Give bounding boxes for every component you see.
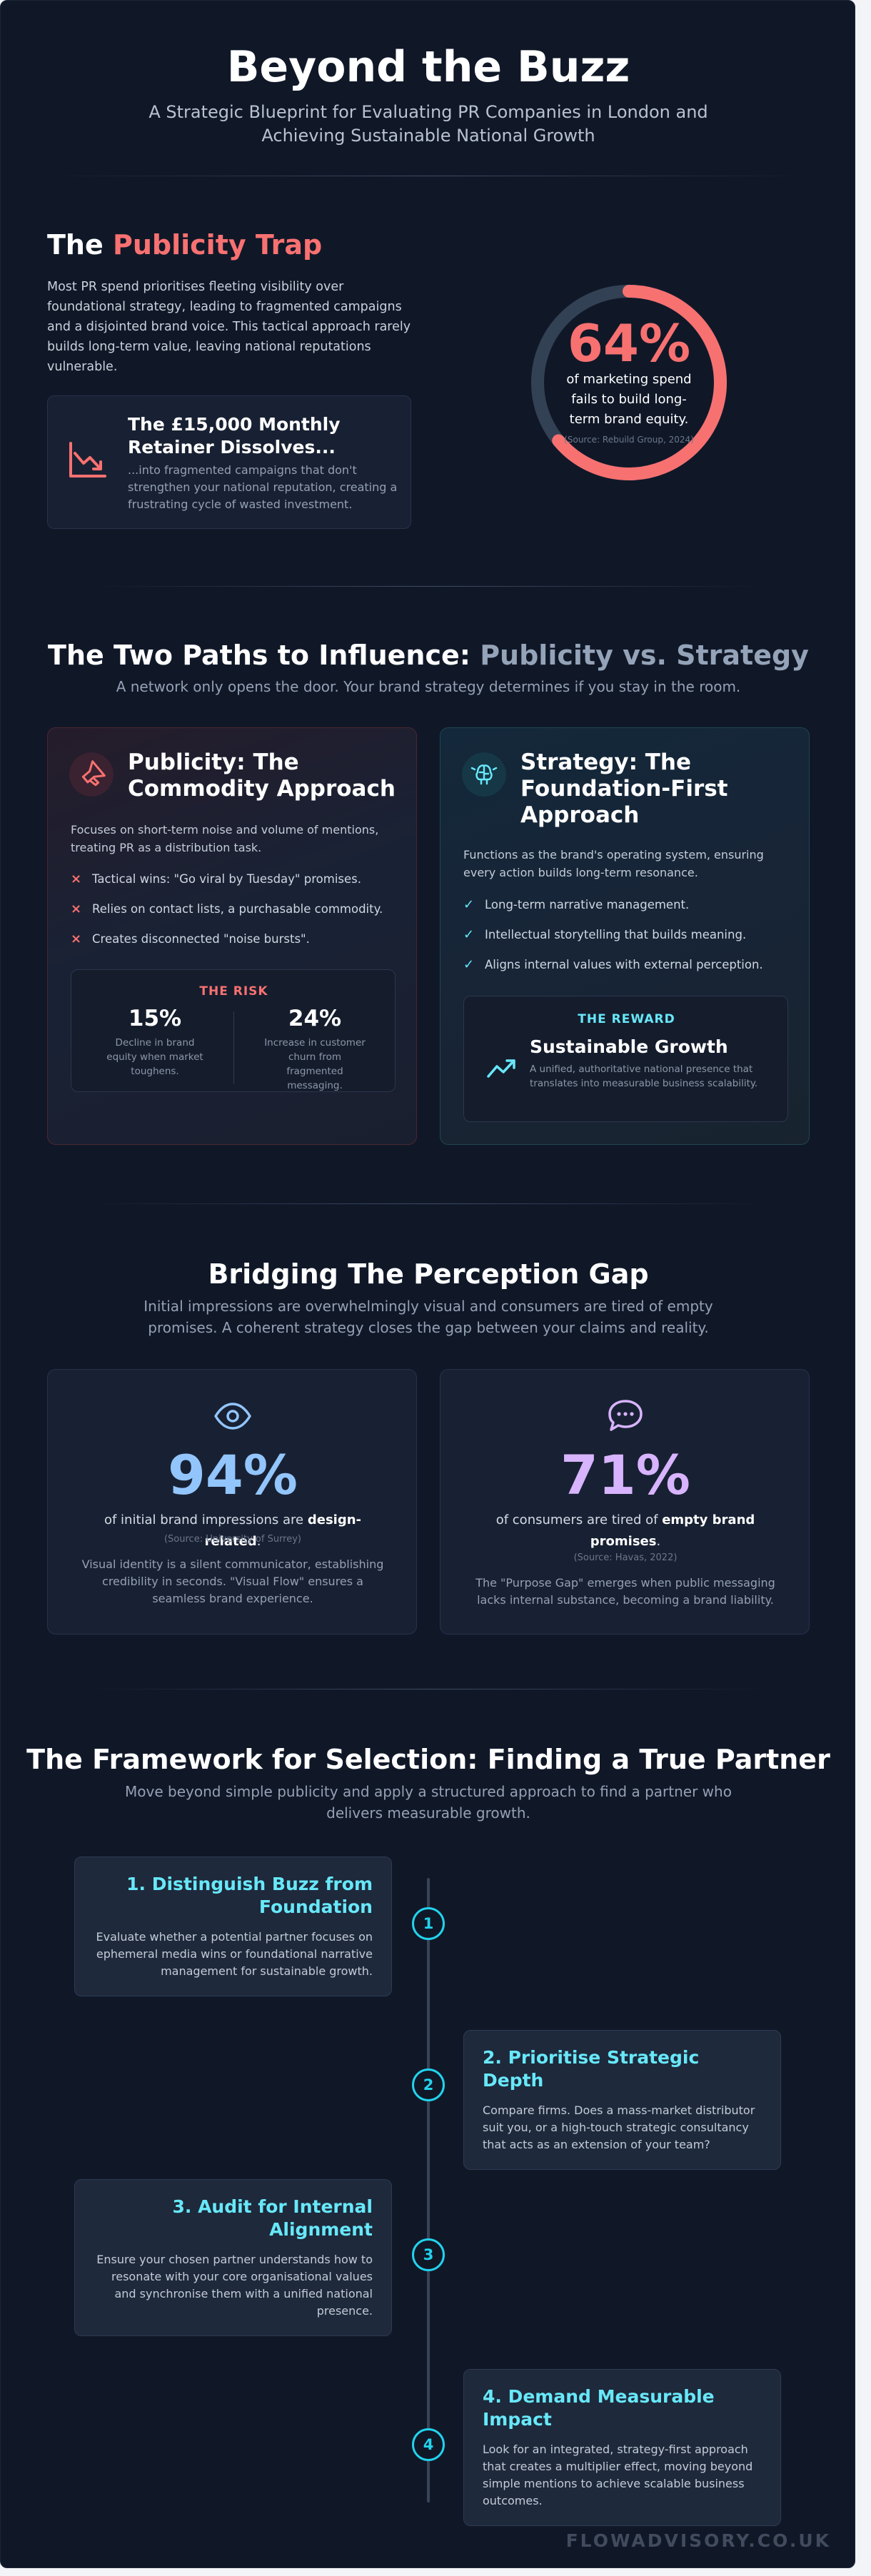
title-accent: Publicity vs. Strategy [480, 640, 809, 671]
risk-stat: 24% Increase in customer churn from frag… [240, 1006, 390, 1093]
risk-stat-caption: Increase in customer churn from fragment… [264, 1037, 366, 1091]
brain-icon [462, 752, 506, 797]
publicity-trap-body: Most PR spend prioritises fleeting visib… [47, 280, 411, 374]
strategy-card: Strategy: The Foundation-First Approach … [440, 727, 810, 1145]
framework-title: The Framework for Selection: Finding a T… [26, 1744, 830, 1775]
step-number-badge: 4 [412, 2428, 445, 2461]
retainer-desc: ...into fragmented campaigns that don't … [128, 463, 398, 511]
stat-note: The "Purpose Gap" emerges when public me… [475, 1576, 775, 1607]
title-prefix: The Two Paths to Influence: [48, 640, 470, 671]
perception-gap-subtitle: Initial impressions are overwhelmingly v… [144, 1298, 713, 1336]
risk-box: THE RISK 15% Decline in brand equity whe… [71, 969, 396, 1092]
risk-stat-caption: Decline in brand equity when market toug… [106, 1037, 203, 1077]
reward-title: Sustainable Growth [530, 1036, 728, 1057]
cross-icon: × [71, 872, 82, 887]
publicity-desc: Focuses on short-term noise and volume o… [71, 823, 379, 854]
check-icon: ✓ [463, 927, 475, 942]
cross-icon: × [71, 931, 82, 946]
page-title: Beyond the Buzz [226, 42, 630, 92]
list-item: × Relies on contact lists, a purchasable … [71, 901, 383, 916]
step-number-badge: 3 [412, 2238, 445, 2271]
framework-step: 3. Audit for Internal Alignment Ensure y… [74, 2179, 392, 2336]
cross-icon: × [71, 901, 82, 916]
timeline-line [427, 1878, 430, 2502]
donut-caption: of marketing spend fails to build long-t… [566, 372, 692, 427]
framework-step: 1. Distinguish Buzz from Foundation Eval… [74, 1857, 392, 1996]
page-subtitle: A Strategic Blueprint for Evaluating PR … [148, 102, 708, 146]
publicity-title: Publicity: The Commodity Approach [128, 749, 396, 802]
risk-stat-value: 24% [288, 1006, 342, 1031]
framework-subtitle: Move beyond simple publicity and apply a… [125, 1783, 732, 1822]
eye-icon [214, 1403, 251, 1430]
infographic-page: Beyond the Buzz A Strategic Blueprint fo… [0, 0, 855, 2568]
reward-desc: A unified, authoritative national presen… [530, 1064, 758, 1089]
perception-gap-title: Bridging The Perception Gap [208, 1258, 649, 1290]
stat-value: 94% [168, 1443, 298, 1507]
stat-line: of consumers are tired of empty brand pr… [495, 1512, 755, 1549]
section-divider [90, 586, 767, 587]
list-item: ✓ Aligns internal values with external pe… [463, 957, 763, 972]
retainer-title: The £15,000 Monthly Retainer Dissolves..… [128, 414, 341, 458]
risk-divider [233, 1011, 234, 1084]
step-title: 3. Audit for Internal Alignment [172, 2196, 373, 2240]
stat-source: (Source: Havas, 2022) [573, 1552, 678, 1563]
step-desc: Ensure your chosen partner understands h… [96, 2253, 373, 2318]
list-item: ✓ Long-term narrative management. [463, 897, 690, 912]
list-item: × Tactical wins: "Go viral by Tuesday" pr… [71, 872, 362, 887]
donut-source: (Source: Rebuild Group, 2024) [564, 435, 694, 445]
step-title: 1. Distinguish Buzz from Foundation [126, 1874, 373, 1917]
step-desc: Look for an integrated, strategy-first a… [483, 2443, 753, 2507]
title-prefix: The [47, 229, 104, 261]
footer-brand: FLOWADVISORY.CO.UK [565, 2530, 831, 2551]
design-stat-card: 94% of initial brand impressions are des… [47, 1369, 417, 1635]
step-desc: Compare firms. Does a mass-market distri… [483, 2103, 755, 2151]
risk-stat: 15% Decline in brand equity when market … [80, 1006, 230, 1079]
check-icon: ✓ [463, 957, 475, 972]
risk-heading: THE RISK [199, 984, 268, 999]
title-accent: Publicity Trap [112, 229, 323, 261]
publicity-card: Publicity: The Commodity Approach Focuse… [47, 727, 417, 1145]
list-item: ✓ Intellectual storytelling that builds m… [463, 927, 747, 942]
reward-heading: THE REWARD [578, 1012, 675, 1026]
publicity-trap-title: The Publicity Trap [47, 229, 322, 261]
step-desc: Evaluate whether a potential partner foc… [96, 1930, 373, 1978]
trend-up-icon [487, 1059, 515, 1078]
stat-line: of initial brand impressions are design-… [104, 1512, 362, 1549]
section-divider [90, 1203, 767, 1204]
chart-down-icon [69, 442, 106, 478]
speech-bubble-icon [608, 1400, 643, 1431]
check-icon: ✓ [463, 897, 475, 912]
reward-box: THE REWARD Sustainable Growth A unified,… [463, 996, 788, 1122]
step-title: 4. Demand Measurable Impact [483, 2386, 715, 2430]
publicity-bullets: × Tactical wins: "Go viral by Tuesday" pr… [71, 871, 399, 961]
strategy-bullets: ✓ Long-term narrative management. ✓ Intell… [463, 896, 792, 986]
risk-stat-value: 15% [128, 1006, 182, 1031]
donut-percentage: 64% [567, 313, 691, 373]
stat-value: 71% [560, 1443, 690, 1507]
donut-progress-arc [531, 285, 727, 480]
two-paths-title: The Two Paths to Influence: Publicity vs… [1, 640, 855, 671]
framework-step: 2. Prioritise Strategic Depth Compare fi… [463, 2030, 781, 2170]
megaphone-icon [69, 752, 114, 797]
strategy-title: Strategy: The Foundation-First Approach [520, 749, 728, 828]
step-number-badge: 2 [412, 2069, 445, 2101]
strategy-desc: Functions as the brand's operating syste… [463, 848, 764, 879]
promises-stat-card: 71% of consumers are tired of empty bran… [440, 1369, 810, 1635]
framework-step: 4. Demand Measurable Impact Look for an … [463, 2369, 781, 2526]
donut-label: 64% of marketing spend fails to build lo… [525, 279, 732, 486]
stat-note: Visual identity is a silent communicator… [81, 1557, 384, 1605]
step-number-badge: 1 [412, 1907, 445, 1940]
spend-donut-chart [531, 285, 727, 480]
stat-source: (Source: University of Surrey) [163, 1534, 302, 1545]
list-item: × Creates disconnected "noise bursts". [71, 931, 310, 946]
step-title: 2. Prioritise Strategic Depth [483, 2047, 700, 2091]
retainer-card: The £15,000 Monthly Retainer Dissolves..… [47, 395, 411, 529]
two-paths-subtitle: A network only opens the door. Your bran… [116, 678, 741, 695]
